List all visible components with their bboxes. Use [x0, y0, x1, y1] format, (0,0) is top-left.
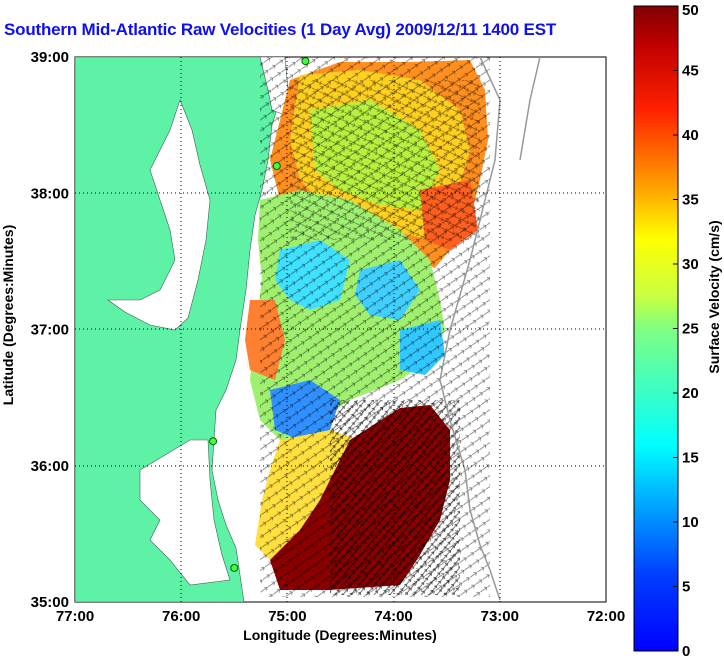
colorbar-label: Surface Velocity (cm/s): [706, 220, 722, 373]
x-axis-label: Longitude (Degrees:Minutes): [243, 627, 437, 643]
lon-tick-label: 74:00: [374, 608, 412, 625]
longitude-ticks: 77:00 76:00 75:00 74:00 73:00 72:00: [56, 608, 625, 625]
lat-tick-label: 36:00: [31, 458, 69, 475]
radar-stations: [209, 57, 310, 572]
lon-tick-label: 72:00: [587, 608, 625, 625]
velocity-field: [245, 57, 490, 597]
lat-tick-label: 39:00: [31, 49, 69, 66]
lat-tick-label: 35:00: [31, 594, 69, 611]
colorbar-tick-label: 30: [682, 256, 699, 273]
lon-tick-label: 75:00: [268, 608, 306, 625]
lon-tick-label: 73:00: [481, 608, 519, 625]
latitude-ticks: 39:00 38:00 37:00 36:00 35:00: [31, 49, 69, 611]
colorbar-tick-label: 50: [682, 2, 699, 19]
colorbar: [633, 5, 679, 652]
radar-station-marker: [272, 162, 281, 170]
shelf-contour: [439, 57, 501, 601]
map-title: Southern Mid-Atlantic Raw Velocities (1 …: [4, 20, 557, 39]
lon-tick-label: 76:00: [162, 608, 200, 625]
lat-tick-label: 38:00: [31, 185, 69, 202]
chesapeake-bay: [107, 99, 211, 331]
colorbar-tick-label: 5: [682, 579, 690, 596]
radar-station-marker: [230, 563, 239, 572]
colorbar-tick-label: 20: [682, 385, 699, 402]
lat-tick-label: 37:00: [31, 322, 69, 339]
grid-lines: [75, 57, 606, 602]
y-axis-label: Latitude (Degrees:Minutes): [0, 225, 16, 405]
colorbar-tick-label: 40: [682, 127, 699, 144]
colorbar-tick-label: 10: [682, 514, 699, 531]
radar-station-marker: [209, 437, 218, 446]
colorbar-ticks: 0 5 10 15 20 25 30 35 40 45 50: [673, 2, 699, 659]
colorbar-tick-label: 25: [682, 321, 699, 338]
colorbar-tick-label: 45: [682, 63, 699, 80]
colorbar-tick-label: 35: [682, 192, 699, 209]
colorbar-tick-label: 0: [682, 643, 690, 659]
pamlico-sound: [139, 439, 231, 586]
radar-station-marker: [301, 57, 310, 66]
colorbar-tick-label: 15: [682, 450, 699, 467]
lon-tick-label: 77:00: [56, 608, 94, 625]
